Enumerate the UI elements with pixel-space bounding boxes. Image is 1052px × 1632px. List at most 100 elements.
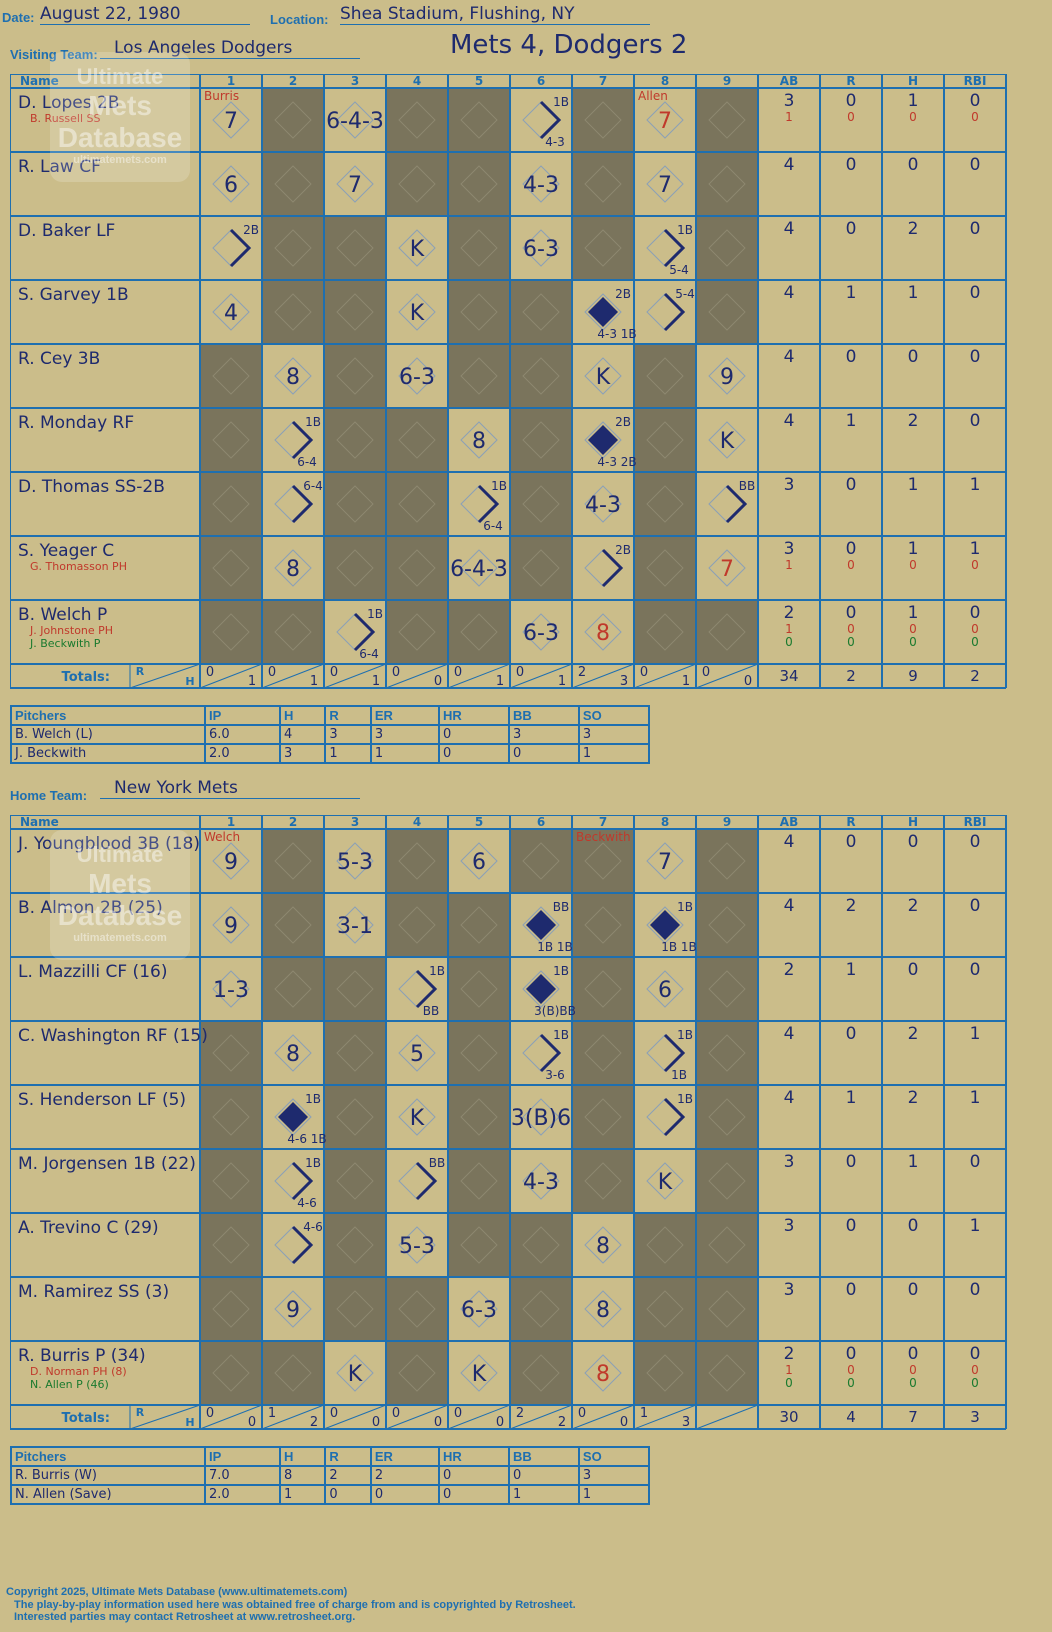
at-bat-cell	[510, 1277, 572, 1341]
at-bat-cell	[696, 216, 758, 280]
diamond-icon	[522, 485, 560, 523]
diamond-icon	[460, 1162, 498, 1200]
batter-stat: 1	[846, 1088, 857, 1108]
at-bat-cell	[262, 829, 324, 893]
diamond-icon	[274, 906, 312, 944]
play-notation: 7	[224, 109, 238, 134]
base-path-line	[353, 612, 376, 652]
diamond-icon	[336, 1162, 374, 1200]
play-notation: 8	[286, 557, 300, 582]
at-bat-cell	[200, 600, 262, 664]
inning-header: 7	[599, 74, 607, 88]
at-bat-cell	[572, 344, 634, 408]
base-path-line	[291, 420, 314, 460]
base-path-line	[601, 548, 624, 588]
diamond-icon	[460, 842, 498, 880]
player-name: S. Yeager C	[18, 541, 114, 561]
inning-hits: 1	[558, 674, 566, 689]
inning-total-divider	[509, 1404, 573, 1430]
diamond-icon	[584, 970, 622, 1008]
at-bat-cell	[448, 829, 510, 893]
batter-stat: 0	[846, 539, 857, 559]
diamond-icon	[646, 1290, 684, 1328]
play-notation: K	[410, 301, 425, 326]
sub-stat: 0	[847, 622, 855, 636]
player-name: B. Almon 2B (25)	[18, 898, 163, 918]
player-name: R. Cey 3B	[18, 349, 100, 369]
inning-hits: 0	[620, 1415, 628, 1430]
team-total: 2	[970, 667, 980, 685]
at-bat-cell	[448, 280, 510, 344]
diamond-icon	[646, 485, 684, 523]
run-scored-diamond	[278, 1102, 308, 1132]
substitute-name: J. Johnstone PH	[29, 624, 113, 637]
visiting-team-label: Visiting Team:	[10, 47, 98, 62]
at-bat-cell	[510, 1021, 572, 1085]
play-notation: K	[472, 1362, 487, 1387]
diamond-icon	[398, 1034, 436, 1072]
at-bat-cell	[386, 893, 448, 957]
play-notation: 7	[658, 109, 672, 134]
hit-notation: 2B	[615, 287, 631, 301]
sub-stat: 0	[847, 635, 855, 649]
inning-hits: 1	[496, 674, 504, 689]
rh-divider	[129, 1404, 201, 1430]
ultimate-mets-logo: Ultimate Mets Database ultimatemets.com	[50, 52, 190, 182]
sub-stat: 0	[909, 635, 917, 649]
inning-header: 1	[227, 74, 235, 88]
at-bat-cell	[324, 893, 386, 957]
at-bat-cell	[324, 408, 386, 472]
batter-stat: 3	[784, 1152, 795, 1172]
batter-stat: 4	[784, 832, 795, 852]
diamond-icon	[336, 842, 374, 880]
diamond-icon	[522, 549, 560, 587]
base-path-line	[415, 1161, 438, 1201]
sub-stat: 0	[971, 110, 979, 124]
game-location: Shea Stadium, Flushing, NY	[340, 4, 650, 25]
at-bat-cell	[324, 280, 386, 344]
at-bat-cell	[262, 1213, 324, 1277]
batter-stat: 2	[908, 219, 919, 239]
at-bat-cell	[696, 1021, 758, 1085]
diamond-icon	[274, 970, 312, 1008]
at-bat-cell	[510, 1149, 572, 1213]
at-bat-cell	[696, 280, 758, 344]
diamond-icon	[336, 1226, 374, 1264]
inning-header: 5	[475, 74, 483, 88]
game-date: August 22, 1980	[40, 4, 250, 25]
batter-stat: 0	[846, 1152, 857, 1172]
at-bat-cell	[324, 152, 386, 216]
sub-stat: 0	[909, 110, 917, 124]
at-bat-cell	[572, 152, 634, 216]
at-bat-cell	[572, 1085, 634, 1149]
play-notation: 4-3	[585, 493, 621, 518]
at-bat-cell	[696, 957, 758, 1021]
at-bat-cell	[200, 893, 262, 957]
at-bat-cell	[200, 280, 262, 344]
at-bat-cell	[386, 536, 448, 600]
stat-header: AB	[780, 815, 798, 829]
inning-header: 1	[227, 815, 235, 829]
diamond-icon	[274, 613, 312, 651]
inning-runs: 0	[640, 665, 648, 680]
pitchers-header: Pitchers	[10, 705, 206, 726]
batter-stat: 1	[970, 1024, 981, 1044]
hit-notation: 1B	[677, 1028, 693, 1042]
play-notation: 6-3	[523, 621, 559, 646]
inning-header: 4	[413, 74, 421, 88]
stat-header: H	[908, 74, 918, 88]
batter-stat: 0	[908, 1280, 919, 1300]
diamond-icon	[646, 101, 684, 139]
at-bat-cell	[200, 88, 262, 152]
batter-stat: 4	[784, 411, 795, 431]
batter-stat: 2	[908, 1088, 919, 1108]
inning-total-divider	[447, 1404, 511, 1430]
inning-total-divider	[323, 663, 387, 689]
diamond-icon	[646, 165, 684, 203]
retrosheet-notice: The play-by-play information used here w…	[14, 1599, 576, 1611]
at-bat-cell	[510, 472, 572, 536]
at-bat-cell	[200, 472, 262, 536]
run-scored-diamond	[526, 910, 556, 940]
